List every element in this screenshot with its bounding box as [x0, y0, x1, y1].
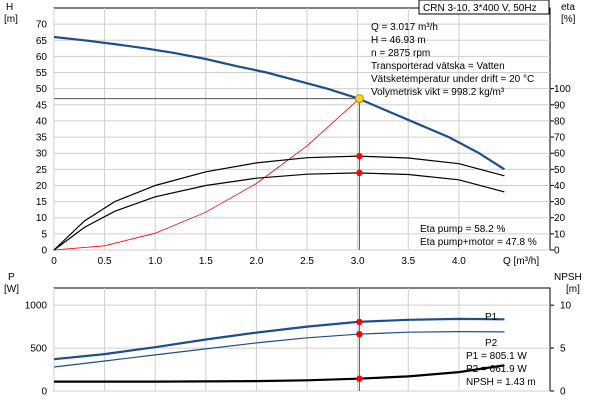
h-tick-label-11: 55 — [36, 68, 48, 79]
h-tick-label-2: 10 — [36, 213, 48, 224]
h-tick-label-9: 45 — [36, 100, 48, 111]
x-tick-label-7: 3.5 — [401, 256, 415, 267]
info-speed: n = 2875 rpm — [371, 48, 430, 59]
p1-curve — [53, 317, 505, 361]
h-tick-label-5: 25 — [36, 165, 48, 176]
lower-marker-2 — [356, 375, 363, 382]
eta-pump-text: Eta pump = 58.2 % — [420, 224, 505, 235]
lower-left-axis-label-line2: [W] — [4, 284, 19, 295]
h-tick-label-4: 20 — [36, 181, 48, 192]
lower-grid — [53, 288, 550, 392]
p-tick-label-0: 0 — [41, 387, 47, 398]
upper-ticks: 0 0.5 1.0 1.5 2.0 2.5 3.0 3.5 4.0 0 5 10 15 20 25 30 35 4… — [36, 20, 571, 267]
info-density: Volymetrisk vikt = 998.2 kg/m³ — [371, 87, 505, 98]
upper-plot-frame — [53, 7, 551, 251]
x-tick-label-0: 0 — [51, 256, 57, 267]
h-tick-label-10: 50 — [36, 84, 48, 95]
upper-left-axis-label-line1: H — [6, 2, 13, 13]
upper-markers — [54, 94, 364, 250]
h-tick-label-14: 70 — [36, 20, 48, 31]
system-curve — [53, 98, 360, 251]
x-tick-label-3: 1.5 — [199, 256, 213, 267]
p-tick-label-1: 500 — [30, 344, 47, 355]
x-tick-label-5: 2.5 — [300, 256, 314, 267]
info-temperature: Vätsketemperatur under drift = 20 °C — [371, 74, 534, 85]
upper-right-axis-label-line2: [%] — [561, 14, 576, 25]
x-tick-label-8: 4.0 — [452, 256, 466, 267]
info-head: H = 46.93 m — [371, 35, 426, 46]
npsh-tick-label-2: 10 — [560, 301, 572, 312]
h-tick-label-6: 30 — [36, 149, 48, 160]
info-liquid: Transporterad vätska = Vatten — [371, 61, 505, 72]
eta-tick-label-7: 70 — [554, 133, 566, 144]
duty-info: Q = 3.017 m³/h H = 46.93 m n = 2875 rpm … — [371, 22, 534, 98]
eta-info: Eta pump = 58.2 % Eta pump+motor = 47.8 … — [420, 224, 537, 248]
p2-text: P2 = 661.9 W — [466, 364, 527, 375]
chart-title: CRN 3-10, 3*400 V, 50Hz — [423, 3, 537, 14]
eta-tick-label-3: 30 — [554, 197, 566, 208]
h-tick-label-13: 65 — [36, 36, 48, 47]
upper-series — [53, 35, 505, 251]
title-box — [418, 0, 550, 15]
h-tick-label-0: 0 — [41, 246, 47, 257]
eta-tick-label-2: 20 — [554, 213, 566, 224]
eta-marker-1 — [356, 152, 363, 160]
npsh-tick-label-0: 0 — [560, 387, 566, 398]
lower-marker-1 — [356, 330, 363, 338]
lower-left-axis-label-line1: P — [8, 272, 15, 283]
p1-text: P1 = 805.1 W — [466, 351, 527, 362]
x-tick-label-1: 0.5 — [98, 256, 112, 267]
power-info: P1 = 805.1 W P2 = 661.9 W NPSH = 1.43 m — [466, 351, 536, 388]
eta-pump-curve — [53, 155, 505, 251]
p2-curve — [53, 330, 505, 368]
eta-pump-motor-curve — [53, 172, 505, 251]
h-tick-label-12: 60 — [36, 52, 48, 63]
lower-ticks: 0 500 1000 0 5 10 — [25, 301, 572, 398]
eta-tick-label-0: 0 — [554, 246, 560, 257]
head-curve — [53, 35, 505, 171]
p1-series-label: P1 — [485, 312, 498, 323]
p2-series-label: P2 — [485, 338, 498, 349]
npsh-text: NPSH = 1.43 m — [466, 377, 536, 388]
lower-right-axis-label-line1: NPSH — [554, 272, 582, 283]
x-axis-label: Q [m³/h] — [503, 256, 539, 267]
upper-right-axis-label-line1: eta — [561, 2, 575, 13]
x-tick-label-2: 1.0 — [148, 256, 162, 267]
eta-tick-label-6: 60 — [554, 149, 566, 160]
npsh-curve — [54, 364, 505, 383]
lower-plot-frame — [53, 287, 551, 392]
h-tick-label-1: 5 — [41, 229, 47, 240]
p-tick-label-2: 1000 — [25, 301, 48, 312]
x-tick-label-6: 3.0 — [351, 256, 365, 267]
x-tick-label-4: 2.0 — [249, 256, 263, 267]
npsh-tick-label-1: 5 — [560, 344, 566, 355]
upper-grid — [53, 8, 550, 251]
eta-tick-label-9: 90 — [554, 100, 566, 111]
h-tick-label-8: 40 — [36, 116, 48, 127]
lower-markers — [356, 288, 363, 391]
eta-marker-2 — [356, 169, 363, 177]
h-tick-label-7: 35 — [36, 133, 48, 144]
lower-marker-0 — [356, 318, 363, 326]
eta-tick-label-10: 100 — [554, 84, 571, 95]
h-tick-label-3: 15 — [36, 197, 48, 208]
eta-tick-label-1: 10 — [554, 229, 566, 240]
eta-tick-label-5: 50 — [554, 165, 566, 176]
lower-series — [53, 317, 505, 383]
duty-point-marker — [354, 94, 364, 104]
eta-tick-label-4: 40 — [554, 181, 566, 192]
upper-left-axis-label-line2: [m] — [4, 14, 18, 25]
info-flow: Q = 3.017 m³/h — [371, 22, 438, 33]
lower-right-axis-label-line2: [m] — [566, 284, 580, 295]
eta-pump-motor-text: Eta pump+motor = 47.8 % — [420, 237, 537, 248]
eta-tick-label-8: 80 — [554, 116, 566, 127]
